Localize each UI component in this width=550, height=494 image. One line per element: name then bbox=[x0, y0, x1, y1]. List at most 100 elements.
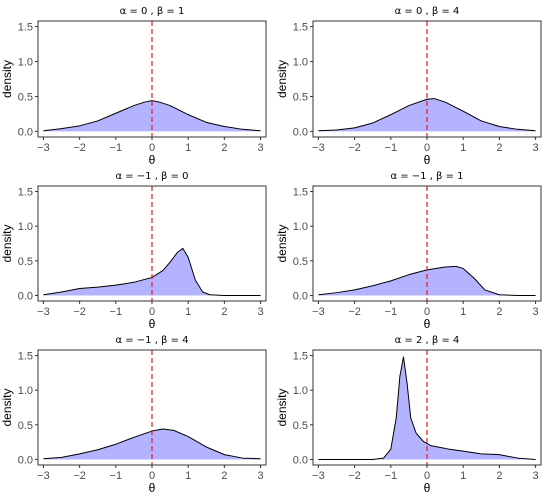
panel-1: α = 0 , β = 1 0.0 0.5 1.0 1.5 −3 −2 −1 0 1 2 3 θ dens… bbox=[0, 6, 267, 167]
y-tick-label: 1.5 bbox=[18, 187, 33, 199]
x-axis-label: θ bbox=[149, 153, 156, 167]
panel-5: α = −1 , β = 4 0.0 0.5 1.0 1.5 −3 −2 −1 0 1 2 3 θ den… bbox=[0, 335, 267, 494]
x-tick-label: 1 bbox=[185, 306, 191, 318]
density-curve bbox=[43, 100, 261, 132]
x-tick-label: 0 bbox=[424, 142, 430, 154]
y-tick-label: 1.0 bbox=[18, 57, 33, 69]
x-axis-label: θ bbox=[149, 481, 156, 494]
y-axis-label: density bbox=[275, 388, 289, 426]
y-tick-label: 1.5 bbox=[293, 22, 308, 34]
density-curve bbox=[43, 428, 261, 460]
y-tick-label: 0.5 bbox=[18, 91, 33, 103]
x-tick-label: −2 bbox=[348, 470, 361, 482]
y-tick-label: 0.0 bbox=[18, 454, 33, 466]
density-area bbox=[43, 428, 261, 460]
y-tick-label: 1.0 bbox=[18, 385, 33, 397]
panel-title: α = −1 , β = 1 bbox=[390, 171, 463, 182]
x-tick-label: −2 bbox=[348, 306, 361, 318]
y-tick-label: 1.5 bbox=[18, 22, 33, 34]
y-tick-label: 0.5 bbox=[293, 91, 308, 103]
density-curve bbox=[43, 247, 261, 296]
density-area bbox=[318, 266, 536, 296]
panel-2: α = 0 , β = 4 0.0 0.5 1.0 1.5 −3 −2 −1 0 1 2 3 θ dens… bbox=[275, 6, 542, 167]
y-tick-label: 0.5 bbox=[18, 256, 33, 268]
x-tick-label: −1 bbox=[385, 306, 398, 318]
x-tick-label: 3 bbox=[258, 306, 264, 318]
x-tick-label: 2 bbox=[221, 470, 227, 482]
density-curve bbox=[318, 98, 536, 132]
y-tick-label: 0.5 bbox=[293, 420, 308, 432]
x-tick-label: 3 bbox=[533, 306, 539, 318]
y-tick-label: 1.5 bbox=[293, 187, 308, 199]
density-curve bbox=[318, 265, 536, 296]
x-tick-label: −3 bbox=[37, 306, 50, 318]
x-tick-label: −1 bbox=[110, 306, 123, 318]
x-tick-label: −3 bbox=[312, 470, 325, 482]
x-tick-label: −3 bbox=[37, 142, 50, 154]
y-tick-label: 0.5 bbox=[18, 420, 33, 432]
panel-3: α = −1 , β = 0 0.0 0.5 1.0 1.5 −3 −2 −1 0 1 2 3 θ den… bbox=[0, 171, 267, 331]
x-tick-label: −1 bbox=[110, 470, 123, 482]
panel-6: α = 2 , β = 4 0.0 0.5 1.0 1.5 −3 −2 −1 0 1 2 3 θ dens… bbox=[275, 335, 542, 494]
y-tick-label: 0.5 bbox=[293, 256, 308, 268]
y-tick-label: 1.5 bbox=[18, 351, 33, 363]
x-tick-label: −1 bbox=[385, 470, 398, 482]
x-tick-label: 2 bbox=[496, 470, 502, 482]
y-tick-label: 0.0 bbox=[293, 290, 308, 302]
y-tick-label: 0.0 bbox=[18, 290, 33, 302]
x-axis-label: θ bbox=[424, 481, 431, 494]
x-tick-label: −1 bbox=[110, 142, 123, 154]
y-tick-label: 0.0 bbox=[293, 454, 308, 466]
x-tick-label: 2 bbox=[221, 306, 227, 318]
x-tick-label: 0 bbox=[424, 470, 430, 482]
x-axis-label: θ bbox=[424, 153, 431, 167]
x-tick-label: −2 bbox=[73, 306, 86, 318]
density-area bbox=[43, 248, 261, 296]
panel-title: α = 2 , β = 4 bbox=[395, 335, 460, 346]
panel-title: α = 0 , β = 4 bbox=[395, 6, 460, 17]
panel-4: α = −1 , β = 1 0.0 0.5 1.0 1.5 −3 −2 −1 0 1 2 3 θ den… bbox=[275, 171, 542, 331]
y-tick-label: 1.0 bbox=[293, 57, 308, 69]
y-axis-label: density bbox=[0, 388, 14, 426]
y-tick-label: 0.0 bbox=[293, 126, 308, 138]
x-tick-label: 2 bbox=[496, 142, 502, 154]
x-tick-label: 3 bbox=[533, 470, 539, 482]
y-tick-label: 1.0 bbox=[293, 221, 308, 233]
x-tick-label: −2 bbox=[348, 142, 361, 154]
x-axis-label: θ bbox=[424, 317, 431, 331]
x-tick-label: −2 bbox=[73, 470, 86, 482]
x-tick-label: 1 bbox=[185, 470, 191, 482]
x-axis-label: θ bbox=[149, 317, 156, 331]
x-tick-label: 2 bbox=[496, 306, 502, 318]
y-tick-label: 1.0 bbox=[18, 221, 33, 233]
panel-title: α = 0 , β = 1 bbox=[120, 6, 185, 17]
x-tick-label: 1 bbox=[460, 142, 466, 154]
y-axis-label: density bbox=[275, 224, 289, 262]
x-tick-label: −2 bbox=[73, 142, 86, 154]
density-area bbox=[43, 100, 261, 132]
y-axis-label: density bbox=[0, 224, 14, 262]
x-tick-label: 0 bbox=[149, 470, 155, 482]
x-tick-label: 1 bbox=[185, 142, 191, 154]
panel-title: α = −1 , β = 4 bbox=[115, 335, 188, 346]
y-tick-label: 1.5 bbox=[293, 351, 308, 363]
x-tick-label: 0 bbox=[424, 306, 430, 318]
y-tick-label: 1.0 bbox=[293, 385, 308, 397]
x-tick-label: 0 bbox=[149, 306, 155, 318]
y-axis-label: density bbox=[275, 60, 289, 98]
y-axis-label: density bbox=[0, 60, 14, 98]
x-tick-label: −3 bbox=[312, 142, 325, 154]
x-tick-label: 2 bbox=[221, 142, 227, 154]
x-tick-label: −3 bbox=[312, 306, 325, 318]
x-tick-label: 3 bbox=[258, 142, 264, 154]
x-tick-label: −3 bbox=[37, 470, 50, 482]
x-tick-label: 3 bbox=[533, 142, 539, 154]
x-tick-label: 0 bbox=[149, 142, 155, 154]
x-tick-label: −1 bbox=[385, 142, 398, 154]
panel-title: α = −1 , β = 0 bbox=[115, 171, 188, 182]
x-tick-label: 1 bbox=[460, 470, 466, 482]
density-curve bbox=[318, 356, 536, 460]
x-tick-label: 3 bbox=[258, 470, 264, 482]
x-tick-label: 1 bbox=[460, 306, 466, 318]
